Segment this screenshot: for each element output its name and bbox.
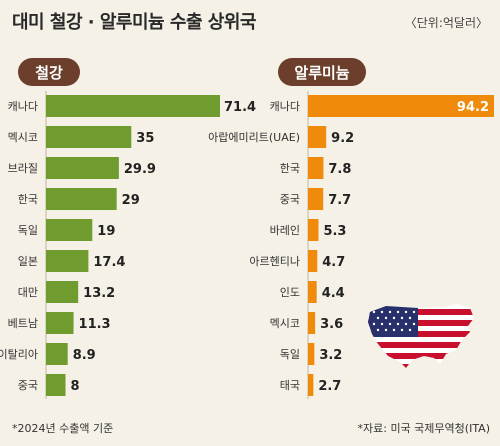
steel-bar	[46, 250, 89, 272]
steel-category-label: 캐나다	[8, 100, 38, 113]
steel-bar	[46, 126, 132, 148]
aluminum-category-label: 아랍에미리트(UAE)	[208, 131, 300, 144]
source-note: *자료: 미국 국제무역청(ITA)	[357, 422, 491, 435]
steel-value-label: 8.9	[73, 348, 96, 363]
steel-value-label: 71.4	[224, 100, 256, 115]
steel-bar	[46, 219, 93, 241]
steel-bar	[46, 374, 66, 396]
aluminum-value-label: 9.2	[331, 131, 354, 146]
aluminum-bar	[308, 250, 318, 272]
footnote: *2024년 수출액 기준	[12, 422, 114, 435]
aluminum-value-label: 4.4	[322, 286, 345, 301]
steel-value-label: 8	[70, 379, 79, 394]
steel-category-label: 멕시코	[8, 131, 38, 144]
steel-category-label: 중국	[18, 379, 38, 392]
aluminum-bar	[308, 95, 494, 117]
aluminum-value-label: 3.6	[320, 317, 343, 332]
aluminum-value-label: 3.2	[319, 348, 342, 363]
steel-value-label: 35	[136, 131, 154, 146]
aluminum-category-label: 독일	[280, 347, 300, 361]
steel-category-label: 대만	[18, 286, 38, 299]
aluminum-bar	[308, 157, 324, 179]
steel-bar	[46, 281, 79, 303]
aluminum-category-label: 인도	[280, 286, 300, 299]
aluminum-category-label: 아르헨티나	[249, 255, 300, 268]
steel-panel-title: 철강	[18, 58, 80, 86]
steel-value-label: 29.9	[124, 162, 156, 177]
steel-value-label: 19	[97, 224, 115, 239]
aluminum-value-label: 4.7	[322, 255, 345, 270]
aluminum-category-label: 멕시코	[270, 317, 300, 330]
aluminum-panel-title: 알루미늄	[278, 58, 366, 86]
aluminum-category-label: 태국	[280, 379, 300, 392]
aluminum-value-label: 2.7	[318, 379, 341, 394]
aluminum-bar	[308, 312, 316, 334]
aluminum-bar	[308, 343, 315, 365]
steel-category-label: 한국	[18, 193, 38, 206]
steel-category-label: 독일	[18, 223, 38, 237]
steel-value-label: 17.4	[93, 255, 125, 270]
steel-category-label: 일본	[18, 254, 38, 268]
steel-category-label: 베트남	[8, 317, 38, 330]
steel-category-label: 이탈리아	[0, 348, 38, 361]
us-map-flag-icon	[368, 304, 474, 368]
aluminum-bar	[308, 374, 314, 396]
aluminum-value-label: 7.7	[328, 193, 351, 208]
aluminum-category-label: 바레인	[270, 224, 300, 237]
aluminum-category-label: 한국	[280, 162, 300, 175]
aluminum-category-label: 중국	[280, 193, 300, 206]
aluminum-value-label: 94.2	[457, 100, 489, 115]
steel-value-label: 13.2	[83, 286, 115, 301]
steel-bar	[46, 343, 68, 365]
aluminum-value-label: 5.3	[323, 224, 346, 239]
steel-category-label: 브라질	[8, 162, 38, 175]
unit-label: 〈단위:억달러〉	[404, 16, 488, 30]
aluminum-bar	[308, 188, 324, 210]
steel-bar	[46, 157, 119, 179]
aluminum-category-label: 캐나다	[270, 100, 300, 113]
steel-bar	[46, 95, 220, 117]
page-title: 대미 철강 · 알루미늄 수출 상위국	[12, 12, 256, 33]
steel-bar	[46, 312, 74, 334]
aluminum-value-label: 7.8	[328, 162, 351, 177]
steel-value-label: 11.3	[79, 317, 111, 332]
aluminum-bar	[308, 126, 327, 148]
steel-value-label: 29	[122, 193, 140, 208]
aluminum-bar	[308, 219, 319, 241]
aluminum-bar	[308, 281, 317, 303]
steel-bar	[46, 188, 117, 210]
